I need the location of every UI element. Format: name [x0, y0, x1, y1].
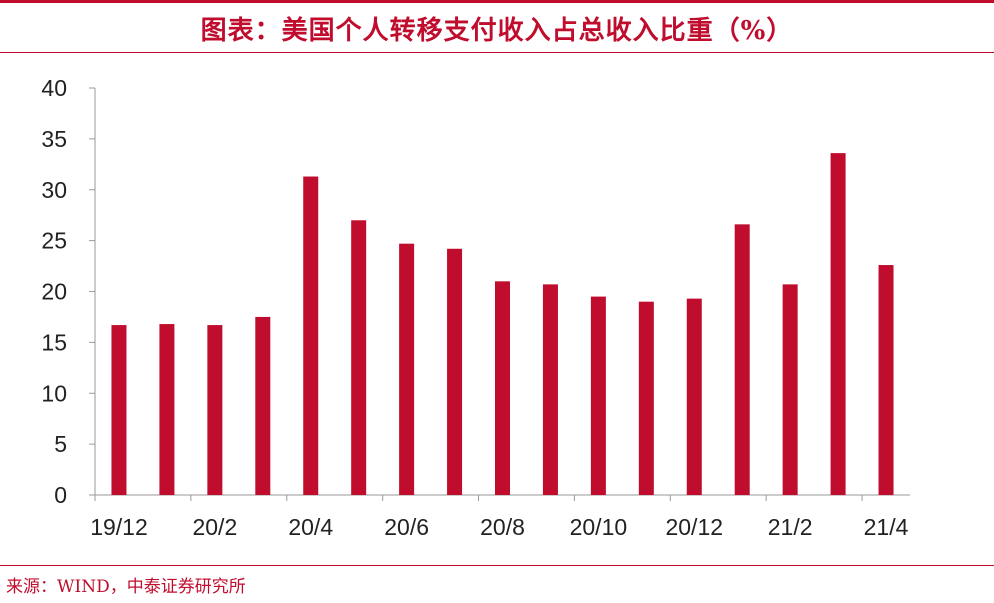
- bottom-rule: [0, 565, 994, 566]
- bar: [542, 284, 558, 495]
- source-note: 来源：WIND，中泰证券研究所: [6, 577, 246, 597]
- axes: [89, 87, 910, 501]
- y-axis-labels: 0 5 10 15 20 25 30 35 40: [41, 75, 67, 508]
- top-rule: [0, 0, 994, 3]
- y-tick-label: 30: [41, 177, 67, 203]
- bar: [830, 153, 846, 495]
- x-tick-label: 19/12: [90, 514, 148, 540]
- bar: [255, 316, 271, 495]
- x-tick-label: 20/6: [384, 514, 429, 540]
- bar: [303, 176, 319, 495]
- bar: [207, 325, 223, 495]
- bar: [495, 281, 510, 495]
- x-tick-label: 20/8: [480, 514, 525, 540]
- bar: [686, 298, 702, 495]
- bar: [590, 296, 606, 495]
- x-tick-label: 21/4: [864, 514, 909, 540]
- x-tick-label: 20/4: [288, 514, 333, 540]
- chart-title: 图表：美国个人转移支付收入占总收入比重（%）: [200, 15, 794, 46]
- bar: [782, 284, 798, 495]
- bar-chart: 0 5 10 15 20 25 30 35 40 19/12 20/2 20/4 20/6 20/8 20…: [41, 75, 910, 540]
- x-tick-label: 20/2: [192, 514, 237, 540]
- title-bar: 图表：美国个人转移支付收入占总收入比重（%）: [0, 6, 994, 50]
- y-tick-label: 40: [41, 75, 67, 101]
- bar: [111, 325, 127, 495]
- x-axis-labels: 19/12 20/2 20/4 20/6 20/8 20/10 20/12 21/2 21/4: [90, 514, 908, 540]
- bar: [734, 224, 750, 495]
- y-tick-label: 10: [41, 380, 67, 406]
- bar: [447, 248, 463, 495]
- y-tick-label: 20: [41, 279, 67, 305]
- x-tick-label: 21/2: [768, 514, 813, 540]
- y-tick-label: 15: [41, 329, 67, 355]
- bar: [159, 324, 175, 495]
- bar: [351, 220, 367, 495]
- x-tick-label: 20/10: [570, 514, 628, 540]
- y-tick-label: 35: [41, 126, 67, 152]
- y-tick-label: 0: [54, 482, 67, 508]
- bars: [111, 153, 894, 495]
- x-tick-label: 20/12: [665, 514, 723, 540]
- bar: [399, 243, 415, 495]
- title-rule: [0, 52, 994, 53]
- y-tick-label: 25: [41, 228, 67, 254]
- plot-area: 0 5 10 15 20 25 30 35 40 19/12 20/2 20/4 20/6 20/8 20…: [0, 55, 994, 555]
- y-tick-label: 5: [54, 431, 67, 457]
- bar: [878, 265, 894, 495]
- bar: [638, 301, 654, 495]
